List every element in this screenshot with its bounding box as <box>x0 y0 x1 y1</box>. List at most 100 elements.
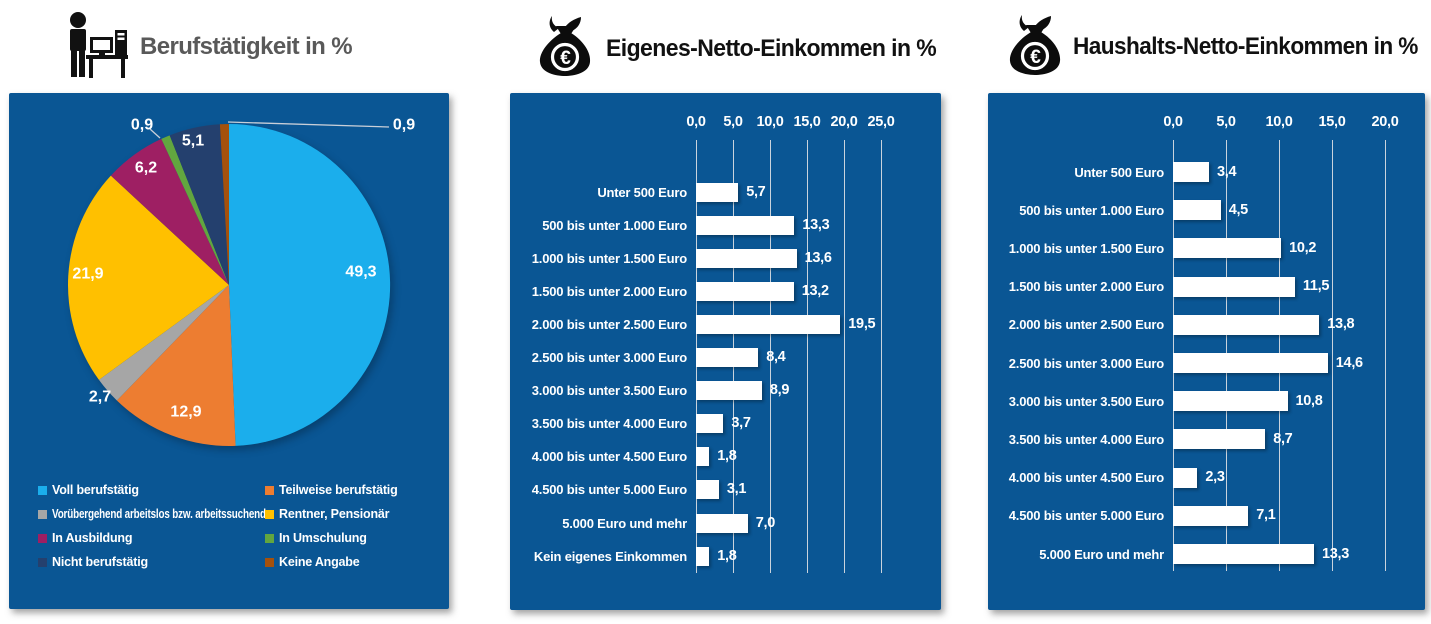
legend-swatch <box>38 557 47 567</box>
legend-item: Vorübergehend arbeitslos bzw. arbeitssuc… <box>38 506 323 522</box>
legend-swatch <box>265 557 274 567</box>
category-label: 4.000 bis unter 4.500 Euro <box>514 448 687 465</box>
category-label: 4.500 bis unter 5.000 Euro <box>992 507 1164 524</box>
pie-slice <box>110 138 229 285</box>
category-label: 3.500 bis unter 4.000 Euro <box>992 431 1164 448</box>
category-label: 1.000 bis unter 1.500 Euro <box>992 240 1164 257</box>
gridline <box>770 140 771 573</box>
svg-text:€: € <box>560 48 571 69</box>
category-label: 2.000 bis unter 2.500 Euro <box>992 316 1164 333</box>
legend-label: Nicht berufstätig <box>52 555 148 569</box>
leader-line <box>149 128 161 139</box>
bar <box>1173 429 1266 450</box>
leader-line <box>227 121 390 128</box>
legend-item: In Umschulung <box>265 530 367 546</box>
employment-pie-panel: 49,3 12,9 2,7 21,9 6,2 0,9 5,1 0,9 Voll berufst… <box>9 93 449 609</box>
chart-title-own-income-text: Eigenes-Netto-Einkommen in % <box>606 35 937 62</box>
x-axis-tick-label: 5,0 <box>1216 114 1236 130</box>
category-label: 3.000 bis unter 3.500 Euro <box>514 382 687 399</box>
pie-slices <box>68 123 391 447</box>
bar <box>1173 200 1221 221</box>
gridline <box>1332 140 1333 571</box>
category-label: Kein eigenes Einkommen <box>514 548 687 565</box>
bar <box>1173 314 1320 335</box>
x-axis-tick-label: 15,0 <box>1318 114 1346 130</box>
category-label-text: 3.000 bis unter 3.500 Euro <box>1008 393 1164 409</box>
bar-value-label: 13,3 <box>802 216 830 233</box>
pie-slice <box>161 135 229 285</box>
category-label: 4.500 bis unter 5.000 Euro <box>514 481 687 498</box>
bar-value-label: 7,0 <box>755 514 776 531</box>
bar-value-label: 14,6 <box>1335 354 1363 371</box>
legend-swatch <box>38 533 47 543</box>
bar <box>1173 353 1328 373</box>
category-label-text: 5.000 Euro und mehr <box>1039 546 1164 562</box>
legend-swatch <box>265 485 274 495</box>
bar <box>1173 505 1249 526</box>
category-label: 500 bis unter 1.000 Euro <box>992 202 1164 219</box>
category-label: 1.000 bis unter 1.500 Euro <box>514 250 687 267</box>
pie-slice <box>219 124 229 285</box>
bar <box>696 248 797 268</box>
pie-chart: 49,3 12,9 2,7 21,9 6,2 0,9 5,1 0,9 <box>68 117 415 447</box>
bar-value-label: 8,7 <box>1273 430 1293 447</box>
bar-value-label: 13,2 <box>801 282 829 299</box>
bar-value-label: 4,5 <box>1228 201 1249 218</box>
category-label-text: 4.500 bis unter 5.000 Euro <box>531 482 687 498</box>
legend-item: In Ausbildung <box>38 530 132 546</box>
gridline <box>881 140 882 573</box>
category-label: 3.000 bis unter 3.500 Euro <box>992 393 1164 410</box>
bar-value-label: 3,1 <box>726 481 747 498</box>
pie-slice <box>229 123 391 446</box>
bar <box>1173 238 1282 259</box>
chart-title-own-income: Eigenes-Netto-Einkommen in % <box>606 35 951 63</box>
svg-text:€: € <box>1030 47 1041 68</box>
legend-swatch <box>265 533 274 543</box>
bar-value-label: 7,1 <box>1256 507 1276 524</box>
pie-slice <box>98 285 230 401</box>
pie-value-label: 21,9 <box>72 266 103 283</box>
category-label: 4.000 bis unter 4.500 Euro <box>992 469 1164 486</box>
category-label-text: 3.500 bis unter 4.000 Euro <box>1008 431 1164 447</box>
person-at-desk-icon <box>62 11 128 86</box>
category-label: 2.000 bis unter 2.500 Euro <box>514 316 687 333</box>
bar <box>696 348 759 367</box>
bar-value-label: 8,4 <box>766 349 786 365</box>
category-label-text: 3.000 bis unter 3.500 Euro <box>531 383 687 399</box>
category-label-text: 500 bis unter 1.000 Euro <box>542 217 687 233</box>
bar-value-label: 5,7 <box>746 183 766 200</box>
pie-value-label: 5,1 <box>182 133 204 150</box>
x-axis-tick-label: 0,0 <box>686 114 706 130</box>
category-label: 5.000 Euro und mehr <box>514 515 687 532</box>
category-label-text: 2.500 bis unter 3.000 Euro <box>531 350 687 365</box>
bar <box>696 546 710 566</box>
x-axis-tick-label: 10,0 <box>1265 114 1293 130</box>
pie-value-label: 0,9 <box>393 117 415 134</box>
bar-value-label: 3,7 <box>731 415 751 432</box>
bar-value-label: 10,8 <box>1295 392 1323 409</box>
category-label: 500 bis unter 1.000 Euro <box>514 217 687 234</box>
x-axis-tick-label: 20,0 <box>830 114 858 130</box>
pie-value-label: 2,7 <box>89 389 111 406</box>
bar <box>1173 391 1288 412</box>
bar-value-label: 13,6 <box>804 249 832 266</box>
bar <box>1173 162 1209 182</box>
legend-label: Vorübergehend arbeitslos bzw. arbeitssuc… <box>52 507 266 521</box>
money-bag-euro-icon: € <box>1006 14 1064 81</box>
x-axis-tick-label: 25,0 <box>867 114 895 130</box>
category-label-text: 1.000 bis unter 1.500 Euro <box>1008 240 1164 256</box>
bar-value-label: 13,8 <box>1327 316 1355 333</box>
category-label-text: 4.500 bis unter 5.000 Euro <box>1008 508 1164 524</box>
bar <box>696 182 739 202</box>
legend-label: Teilweise berufstätig <box>279 483 398 497</box>
bar <box>696 281 794 301</box>
gridline <box>1385 140 1386 571</box>
chart-title-household-income-text: Haushalts-Netto-Einkommen in % <box>1073 33 1418 60</box>
category-label-text: 5.000 Euro und mehr <box>562 515 687 531</box>
legend-item: Nicht berufstätig <box>38 554 148 570</box>
category-label-text: Kein eigenes Einkommen <box>533 548 687 564</box>
category-label-text: 4.000 bis unter 4.500 Euro <box>1008 470 1164 486</box>
legend-item: Teilweise berufstätig <box>265 482 398 498</box>
category-label-text: 4.000 bis unter 4.500 Euro <box>531 449 687 465</box>
